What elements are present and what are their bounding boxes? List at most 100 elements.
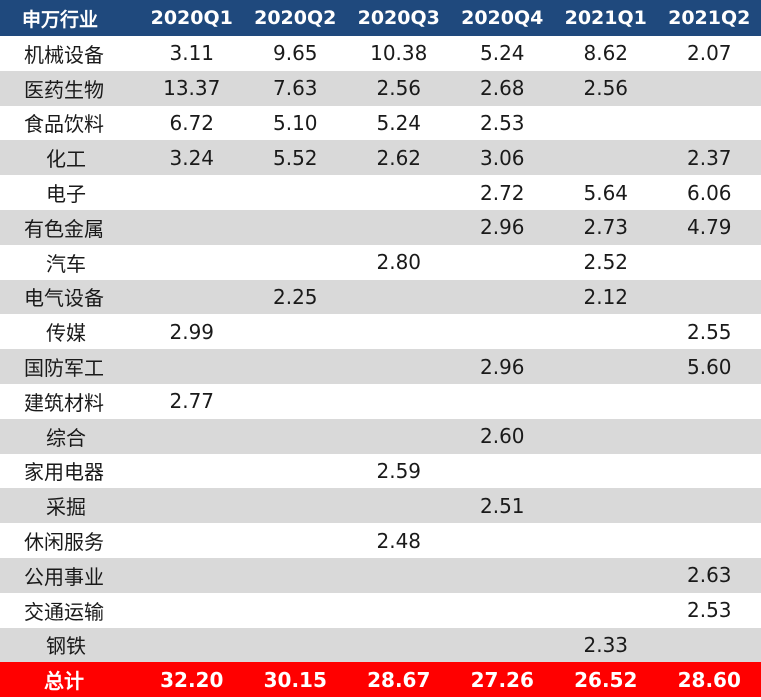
table-cell (657, 70, 761, 106)
table-cell (657, 488, 761, 524)
industry-name: 化工 (0, 140, 140, 176)
table-cell: 7.63 (243, 70, 347, 106)
table-cell (347, 488, 451, 524)
table-cell (657, 383, 761, 419)
table-cell: 2.56 (347, 70, 451, 106)
table-cell: 9.65 (243, 36, 347, 71)
header-2021q1: 2021Q1 (554, 0, 658, 36)
table-cell (554, 418, 658, 454)
total-value: 30.15 (243, 662, 347, 698)
table-cell: 2.60 (450, 418, 554, 454)
table-row: 电气设备 2.25 2.12 (0, 279, 761, 315)
table-cell (243, 175, 347, 210)
header-2020q3: 2020Q3 (347, 0, 451, 36)
header-2020q4: 2020Q4 (450, 0, 554, 36)
table-cell: 2.51 (450, 488, 554, 524)
table-cell: 5.60 (657, 349, 761, 384)
industry-name: 交通运输 (0, 592, 140, 628)
table-row: 休闲服务 2.48 (0, 523, 761, 558)
table-cell: 2.99 (140, 314, 244, 350)
table-cell (657, 453, 761, 489)
table-cell (243, 592, 347, 628)
table-cell (243, 523, 347, 558)
table-cell: 2.63 (657, 557, 761, 593)
table-cell (140, 557, 244, 593)
table-row: 公用事业 2.63 (0, 557, 761, 593)
industry-name: 国防军工 (0, 349, 140, 384)
industry-name: 汽车 (0, 244, 140, 280)
table-row: 综合 2.60 (0, 418, 761, 454)
table-cell: 2.96 (450, 209, 554, 245)
table-cell (554, 488, 658, 524)
total-label: 总计 (0, 662, 140, 698)
table-cell: 2.07 (657, 36, 761, 71)
table-cell (554, 349, 658, 384)
industry-name: 建筑材料 (0, 383, 140, 419)
table-cell (554, 314, 658, 350)
table-cell: 3.11 (140, 36, 244, 71)
table-cell (243, 244, 347, 280)
industry-name: 综合 (0, 418, 140, 454)
table-row: 电子 2.72 5.64 6.06 (0, 175, 761, 210)
industry-name: 食品饮料 (0, 105, 140, 141)
table-cell (347, 175, 451, 210)
industry-name: 公用事业 (0, 557, 140, 593)
table-cell (450, 383, 554, 419)
table-cell (450, 592, 554, 628)
table-row: 汽车 2.80 2.52 (0, 244, 761, 280)
table-cell (243, 314, 347, 350)
table-cell: 2.77 (140, 383, 244, 419)
table-cell: 4.79 (657, 209, 761, 245)
table-cell: 13.37 (140, 70, 244, 106)
table-cell (243, 627, 347, 663)
table-cell (554, 140, 658, 176)
table-row: 食品饮料 6.72 5.10 5.24 2.53 (0, 105, 761, 141)
table-cell (554, 523, 658, 558)
table-cell (657, 418, 761, 454)
table-cell (450, 453, 554, 489)
table-cell (554, 557, 658, 593)
header-2020q1: 2020Q1 (140, 0, 244, 36)
table-cell: 5.24 (347, 105, 451, 141)
table-cell: 2.56 (554, 70, 658, 106)
table-cell (450, 314, 554, 350)
table-cell (140, 453, 244, 489)
table-cell: 2.48 (347, 523, 451, 558)
table-cell (657, 244, 761, 280)
table-cell (347, 592, 451, 628)
table-row: 医药生物 13.37 7.63 2.56 2.68 2.56 (0, 70, 761, 106)
table-cell (243, 209, 347, 245)
table-body: 机械设备 3.11 9.65 10.38 5.24 8.62 2.07 医药生物 13.37 7.… (0, 36, 761, 663)
header-industry: 申万行业 (0, 0, 140, 36)
table-row: 交通运输 2.53 (0, 592, 761, 628)
table-cell: 2.53 (450, 105, 554, 141)
table-cell (347, 314, 451, 350)
table-cell (554, 383, 658, 419)
table-cell (140, 592, 244, 628)
table-cell: 2.55 (657, 314, 761, 350)
table-cell: 6.72 (140, 105, 244, 141)
table-cell (450, 279, 554, 315)
industry-name: 机械设备 (0, 36, 140, 71)
table-cell: 3.24 (140, 140, 244, 176)
table-cell (140, 244, 244, 280)
table-row: 采掘 2.51 (0, 488, 761, 524)
table-cell (450, 557, 554, 593)
table-cell (243, 383, 347, 419)
table-cell (243, 557, 347, 593)
table-cell (347, 418, 451, 454)
table-cell: 5.10 (243, 105, 347, 141)
table-cell (243, 418, 347, 454)
header-2020q2: 2020Q2 (243, 0, 347, 36)
table-cell (140, 627, 244, 663)
table-cell (347, 209, 451, 245)
table-row: 有色金属 2.96 2.73 4.79 (0, 209, 761, 245)
industry-name: 采掘 (0, 488, 140, 524)
industry-name: 电气设备 (0, 279, 140, 315)
table-cell (554, 453, 658, 489)
total-value: 28.67 (347, 662, 451, 698)
table-cell (140, 418, 244, 454)
table-row: 家用电器 2.59 (0, 453, 761, 489)
table-cell: 2.12 (554, 279, 658, 315)
